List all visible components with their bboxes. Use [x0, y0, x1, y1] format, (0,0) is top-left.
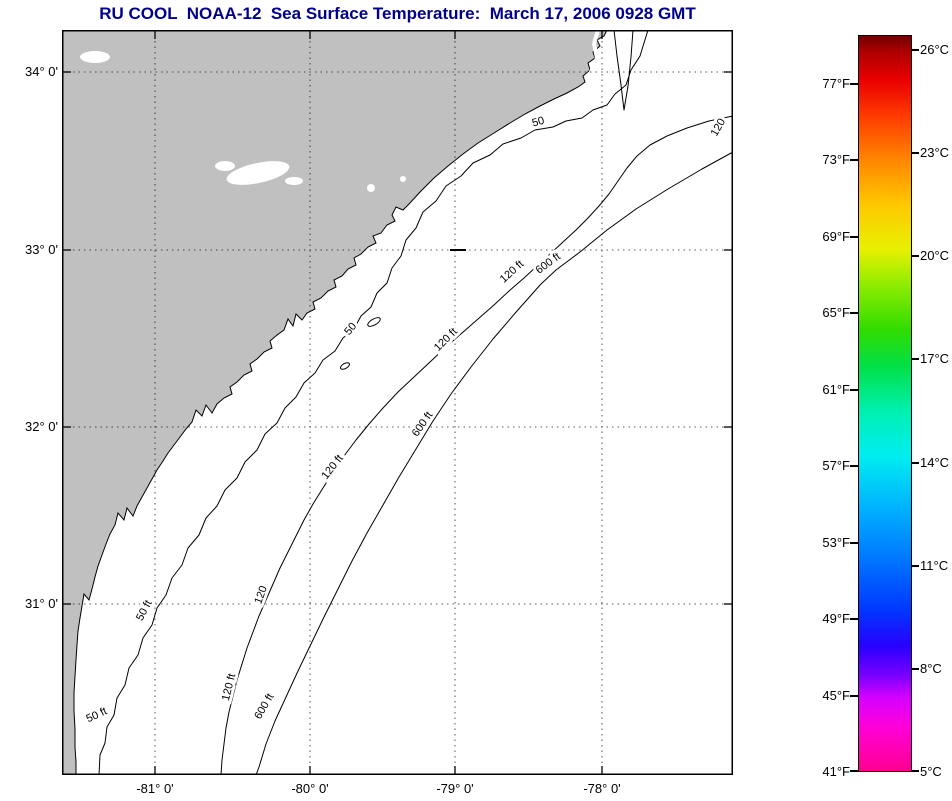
y-tick-label-34: 34° 0' [25, 64, 58, 79]
f-tick-label: 41°F [822, 764, 850, 779]
f-tick-mark [850, 541, 858, 544]
depth-contours [98, 29, 734, 776]
y-tick-label-33: 33° 0' [25, 242, 58, 257]
x-tick-label-79: -79° 0' [436, 781, 474, 796]
f-tick-mark [850, 312, 858, 314]
f-tick-mark [850, 465, 858, 467]
c-tick-mark [911, 358, 919, 360]
f-tick-label: 69°F [822, 228, 850, 244]
y-tick-label-32: 32° 0' [25, 419, 58, 434]
f-tick-label: 45°F [822, 687, 850, 703]
f-tick-mark [850, 159, 858, 161]
f-tick-label: 77°F [822, 75, 850, 91]
x-tick-label-80: -80° 0' [291, 781, 329, 796]
c-tick-mark [911, 668, 919, 670]
x-tick-label-81: -81° 0' [136, 781, 174, 796]
contour-50ft [98, 29, 649, 776]
c-tick-label: 5°C [920, 764, 942, 779]
f-tick-mark [850, 388, 858, 391]
f-tick-label: 57°F [822, 458, 850, 473]
f-tick-mark [850, 770, 858, 772]
plot-frame [62, 30, 733, 775]
f-tick-mark [850, 694, 858, 697]
f-tick-mark [850, 618, 858, 620]
contour-loop-small-2 [339, 362, 351, 370]
c-tick-mark [911, 461, 919, 464]
contour-600ft [255, 151, 734, 776]
land-shape [61, 29, 608, 776]
f-tick-label: 73°F [822, 152, 850, 167]
contour-120ft [220, 115, 734, 776]
c-tick-mark [911, 49, 919, 51]
colorbar-gradient [858, 35, 912, 772]
c-tick-label: 26°C [920, 42, 950, 57]
river-channel [588, 29, 600, 83]
f-tick-label: 65°F [822, 305, 850, 320]
colorbar-region: 77°F 73°F 69°F 65°F 61°F 57°F 53°F 49°F … [810, 35, 952, 779]
figure-title: RU COOL NOAA-12 Sea Surface Temperature:… [99, 4, 696, 23]
f-tick-label: 49°F [822, 611, 850, 626]
c-tick-label: 20°C [920, 248, 950, 263]
cloud-patches [80, 51, 406, 192]
map-plot: 50 120 120 ft 600 ft 50 120 ft 600 ft 12… [61, 29, 734, 776]
gridlines [62, 30, 733, 775]
contour-loop-small-1 [367, 317, 381, 327]
c-tick-mark [911, 564, 919, 567]
c-tick-mark [911, 770, 919, 772]
c-tick-label: 14°C [920, 454, 950, 470]
y-tick-label-31: 31° 0' [25, 596, 58, 611]
c-tick-label: 11°C [920, 557, 949, 573]
c-tick-mark [911, 152, 919, 154]
f-tick-mark [850, 235, 858, 238]
c-tick-label: 23°C [920, 145, 950, 160]
map-svg: 50 120 120 ft 600 ft 50 120 ft 600 ft 12… [61, 29, 734, 776]
x-tick-label-78: -78° 0' [583, 781, 621, 796]
contour-shoal-spike [613, 29, 634, 111]
c-tick-mark [911, 255, 919, 257]
c-tick-label: 17°C [920, 351, 950, 366]
f-tick-mark [850, 82, 858, 85]
c-tick-label: 8°C [920, 661, 942, 676]
f-tick-label: 61°F [822, 381, 850, 397]
f-tick-label: 53°F [822, 534, 850, 550]
